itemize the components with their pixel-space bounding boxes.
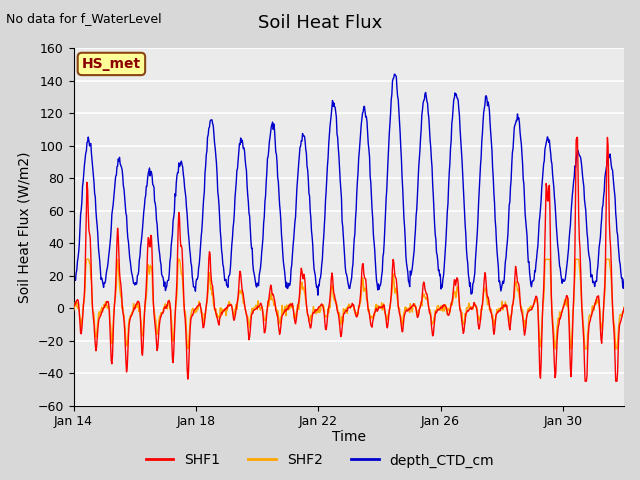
Text: No data for f_WaterLevel: No data for f_WaterLevel — [6, 12, 162, 25]
Legend: SHF1, SHF2, depth_CTD_cm: SHF1, SHF2, depth_CTD_cm — [140, 448, 500, 473]
Text: HS_met: HS_met — [82, 57, 141, 71]
X-axis label: Time: Time — [332, 430, 366, 444]
Text: Soil Heat Flux: Soil Heat Flux — [258, 14, 382, 33]
Y-axis label: Soil Heat Flux (W/m2): Soil Heat Flux (W/m2) — [18, 151, 32, 302]
